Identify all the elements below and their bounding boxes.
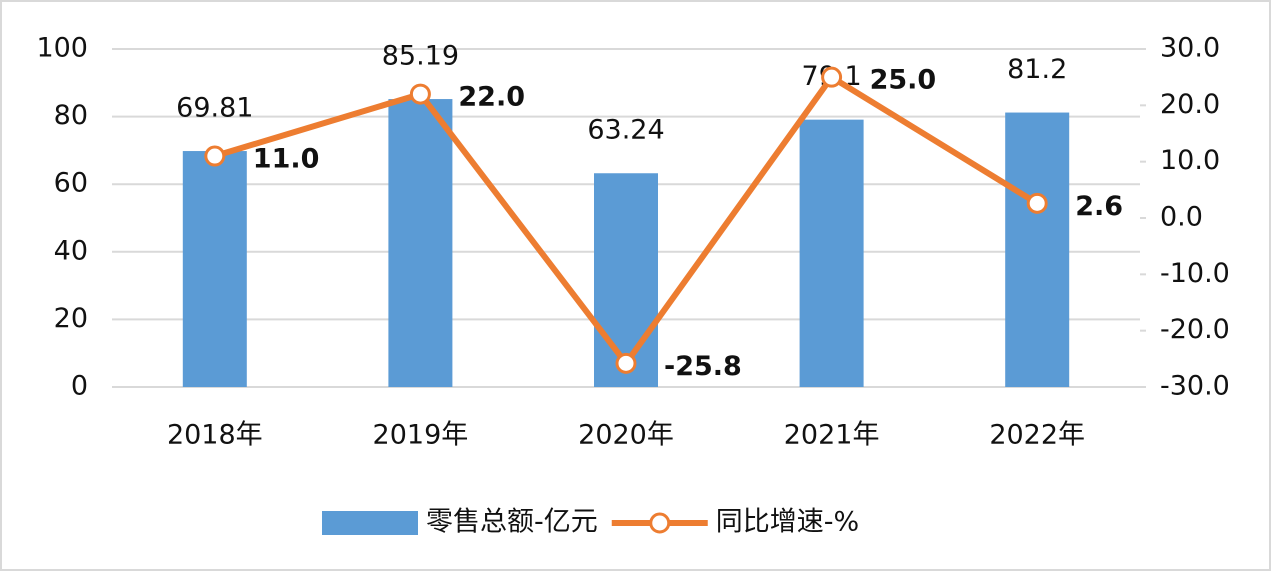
- legend-swatch: [322, 511, 418, 535]
- bar-value-label: 69.81: [176, 93, 253, 124]
- y-tick-label: 0: [71, 371, 88, 402]
- x-tick-label: 2019年: [373, 420, 469, 451]
- line-value-label: 22.0: [458, 82, 525, 113]
- line-marker: [204, 145, 226, 167]
- y-tick-label: 100: [36, 33, 88, 64]
- y2-tick-label: 0.0: [1160, 202, 1203, 233]
- y2-tick-label: 30.0: [1160, 33, 1220, 64]
- legend-marker: [649, 512, 671, 534]
- line-value-label: 2.6: [1075, 191, 1123, 222]
- bar-value-label: 85.19: [382, 41, 459, 72]
- y-tick-label: 80: [54, 100, 88, 131]
- y2-tick-label: -20.0: [1160, 314, 1230, 345]
- bar-value-label: 81.2: [1007, 54, 1067, 85]
- line-marker: [409, 83, 431, 105]
- line-marker: [615, 352, 637, 374]
- bar-value-label: 63.24: [587, 115, 664, 146]
- bar: [594, 173, 658, 387]
- legend-label: 同比增速-%: [716, 507, 859, 538]
- y-tick-label: 40: [54, 235, 88, 266]
- x-tick-label: 2022年: [989, 420, 1085, 451]
- line-value-label: -25.8: [664, 351, 742, 382]
- y2-tick-label: 20.0: [1160, 89, 1220, 120]
- x-tick-label: 2021年: [784, 420, 880, 451]
- x-tick-label: 2020年: [578, 420, 674, 451]
- y-tick-label: 60: [54, 168, 88, 199]
- bar: [1005, 112, 1070, 387]
- legend-label: 零售总额-亿元: [426, 507, 598, 538]
- y2-tick-label: -10.0: [1160, 258, 1230, 289]
- bar: [182, 151, 247, 387]
- bar: [388, 99, 453, 387]
- line-value-label: 11.0: [253, 144, 320, 175]
- line-marker: [1026, 192, 1048, 214]
- x-tick-label: 2018年: [167, 420, 263, 451]
- y2-tick-label: 10.0: [1160, 145, 1220, 176]
- y-tick-label: 20: [54, 303, 88, 334]
- bar: [799, 119, 864, 387]
- line-value-label: 25.0: [870, 65, 937, 96]
- line-marker: [821, 66, 843, 88]
- y2-tick-label: -30.0: [1160, 371, 1230, 402]
